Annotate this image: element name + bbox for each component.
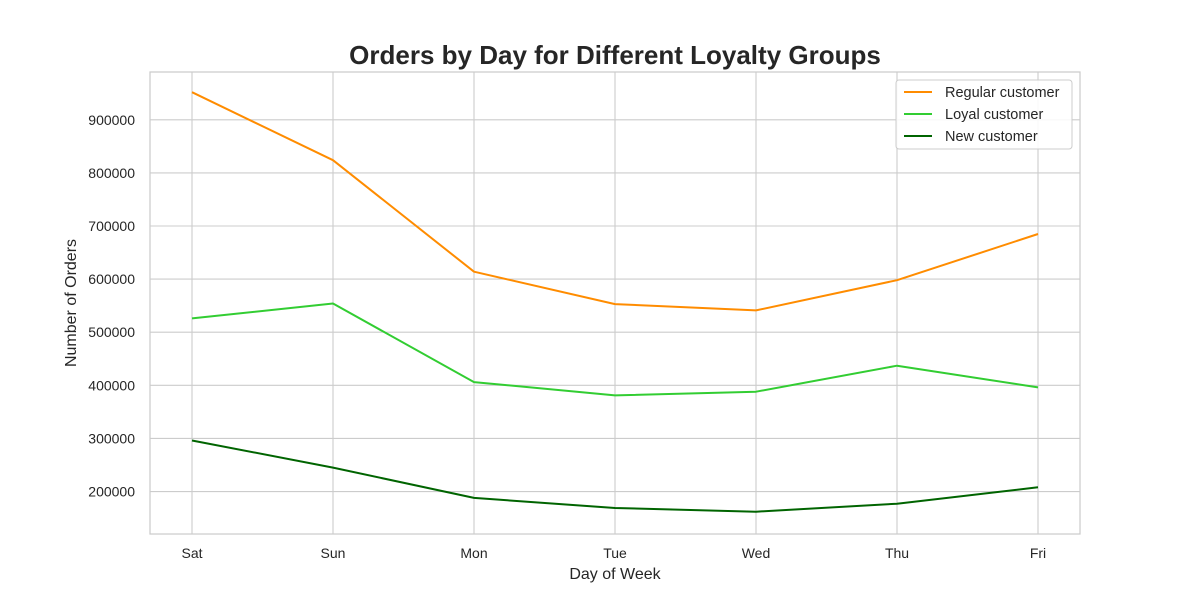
legend: Regular customer Loyal customer New custom… [895,79,1073,150]
series-line-loyal-customer [191,302,1039,397]
y-tick-label: 300000 [88,430,135,446]
x-tick-label: Thu [885,545,909,561]
y-axis-label: Number of Orders [63,239,80,367]
x-axis-label: Day of Week [569,566,661,583]
plot-frame [149,71,1081,535]
x-tick-label: Tue [603,545,627,561]
series-line-regular-customer [191,91,1039,312]
x-tick-label: Fri [1030,545,1046,561]
y-tick-label: 200000 [88,484,135,500]
y-tick-label: 800000 [88,165,135,181]
x-tick-label: Sat [181,545,202,561]
y-tick-label: 600000 [88,271,135,287]
legend-label: New customer [945,129,1038,145]
x-axis-ticks: Sat Sun Mon Tue Wed Thu Fri [181,545,1046,561]
legend-label: Loyal customer [945,107,1043,123]
gridlines [150,72,1080,534]
x-tick-label: Sun [321,545,346,561]
y-tick-label: 700000 [88,218,135,234]
chart-title: Orders by Day for Different Loyalty Grou… [349,40,881,70]
y-tick-label: 500000 [88,324,135,340]
legend-box [895,79,1073,150]
series-lines [191,91,1039,513]
y-axis-ticks: 200000 300000 400000 500000 600000 700000 8000… [88,112,135,500]
legend-label: Regular customer [945,85,1060,101]
y-tick-label: 900000 [88,112,135,128]
x-tick-label: Mon [460,545,487,561]
series-line-new-customer [191,439,1039,513]
x-tick-label: Wed [742,545,771,561]
y-tick-label: 400000 [88,377,135,393]
